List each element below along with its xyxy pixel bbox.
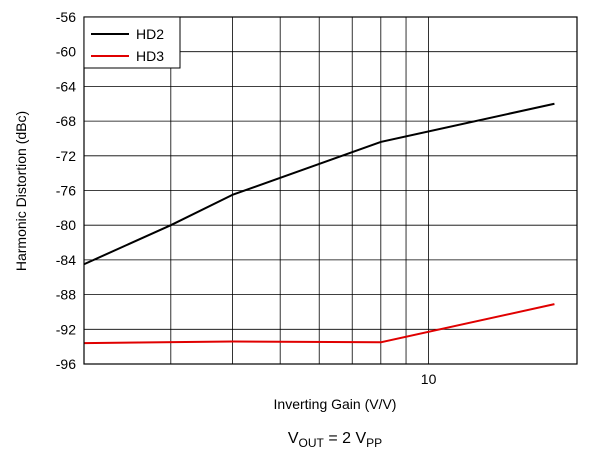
y-tick-label: -84 (56, 252, 76, 268)
series-line-hd3 (83, 303, 555, 345)
series-layer (83, 102, 555, 345)
y-tick-label: -88 (56, 287, 76, 303)
x-tick-label: 10 (421, 371, 437, 387)
chart-caption: VOUT = 2 VPP (288, 430, 382, 450)
y-tick-label: -76 (56, 183, 76, 199)
y-tick-label: -96 (56, 356, 76, 372)
y-tick-label: -92 (56, 321, 76, 337)
tick-label-layer: -56 -60 -64 -68 -72 -76 -80 -84 -88 -92 -96 10 (56, 9, 437, 387)
grid-layer (84, 16, 578, 365)
y-tick-label: -72 (56, 148, 76, 164)
y-tick-label: -64 (56, 78, 76, 94)
legend-box (83, 16, 181, 69)
y-tick-label: -56 (56, 9, 76, 25)
y-tick-label: -68 (56, 113, 76, 129)
legend-label-hd3: HD3 (136, 48, 164, 64)
caption-sub-out: OUT (299, 436, 325, 450)
legend: HD2 HD3 (83, 16, 181, 69)
y-axis-title: Harmonic Distortion (dBc) (13, 111, 29, 271)
legend-label-hd2: HD2 (136, 26, 164, 42)
caption-mid: = 2 V (324, 430, 367, 447)
y-tick-label: -60 (56, 44, 76, 60)
series-line-hd2 (83, 102, 555, 266)
caption-sub-pp: PP (366, 436, 382, 450)
y-tick-label: -80 (56, 217, 76, 233)
plot-frame (83, 16, 578, 365)
x-axis-title: Inverting Gain (V/V) (274, 396, 397, 412)
caption-main: V (288, 430, 299, 447)
